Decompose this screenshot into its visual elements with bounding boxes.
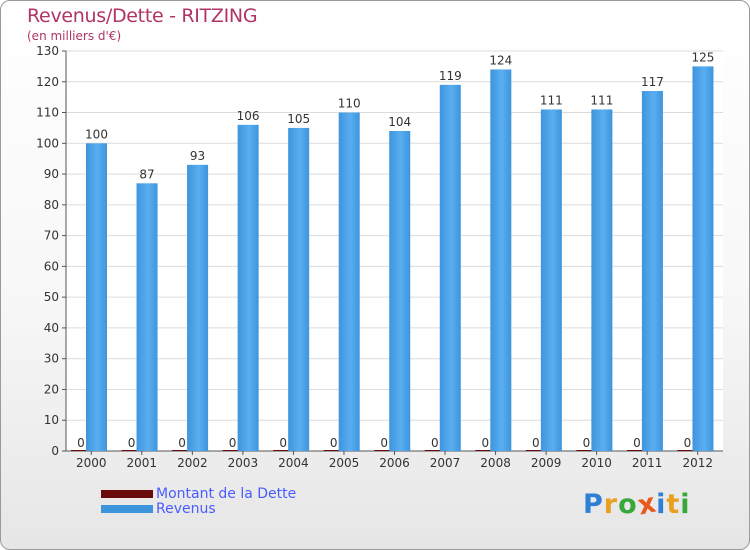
x-tick-label: 2000 [76, 456, 107, 470]
y-tick-label: 100 [36, 136, 59, 150]
y-tick-label: 40 [44, 321, 59, 335]
y-tick-label: 90 [44, 167, 59, 181]
y-tick-label: 80 [44, 198, 59, 212]
chart-subtitle: (en milliers d'€) [27, 29, 122, 43]
logo-letter: i [656, 489, 667, 520]
x-tick-label: 2003 [228, 456, 259, 470]
logo-letter: o [618, 489, 638, 520]
bar-revenus [86, 143, 107, 452]
bar-label-dette: 0 [279, 436, 287, 450]
bar-dette [525, 450, 546, 451]
y-tick-label: 130 [36, 44, 59, 58]
bar-label-revenus: 105 [287, 112, 310, 126]
bar-label-dette: 0 [633, 436, 641, 450]
bar-label-dette: 0 [532, 436, 540, 450]
bar-dette [71, 450, 91, 451]
bar-revenus [591, 109, 613, 451]
logo-letter: t [666, 489, 681, 520]
bar-dette [121, 450, 142, 451]
legend-swatch-revenus [101, 505, 153, 513]
bar-dette [273, 450, 294, 451]
bar-dette [626, 450, 647, 451]
bar-label-revenus: 111 [590, 93, 613, 107]
bar-label-dette: 0 [77, 436, 85, 450]
y-tick-label: 20 [44, 382, 59, 396]
x-tick-label: 2011 [632, 456, 663, 470]
bar-label-dette: 0 [431, 436, 439, 450]
x-tick-label: 2007 [430, 456, 461, 470]
logo-letter: r [603, 489, 619, 520]
proxiti-logo[interactable]: Proxiti [583, 487, 691, 521]
bar-label-dette: 0 [481, 436, 489, 450]
bar-label-revenus: 110 [338, 97, 361, 111]
y-tick-label: 110 [36, 106, 59, 120]
y-tick-label: 30 [44, 352, 59, 366]
x-tick-label: 2004 [278, 456, 309, 470]
bar-dette [172, 450, 193, 451]
logo-letter: i [680, 489, 691, 520]
bar-dette [323, 450, 344, 451]
y-tick-label: 60 [44, 259, 59, 273]
x-tick-label: 2009 [531, 456, 562, 470]
bar-revenus [439, 84, 461, 451]
bar-label-dette: 0 [229, 436, 237, 450]
bar-revenus [288, 127, 310, 451]
x-tick-label: 2012 [682, 456, 713, 470]
bar-revenus [490, 69, 512, 451]
bar-revenus [136, 183, 158, 452]
legend-label-revenus: Revenus [156, 501, 216, 517]
y-tick-label: 10 [44, 413, 59, 427]
bar-label-dette: 0 [380, 436, 388, 450]
chart-title: Revenus/Dette - RITZING [27, 5, 258, 27]
bar-label-dette: 0 [330, 436, 338, 450]
bar-label-dette: 0 [128, 436, 136, 450]
x-tick-label: 2010 [581, 456, 612, 470]
x-tick-label: 2006 [379, 456, 410, 470]
bar-revenus [187, 164, 209, 451]
bar-label-revenus: 93 [190, 149, 205, 163]
bar-label-revenus: 111 [540, 93, 563, 107]
x-tick-label: 2001 [127, 456, 158, 470]
bar-label-dette: 0 [583, 436, 591, 450]
bar-revenus [641, 91, 663, 451]
bar-dette [374, 450, 395, 451]
bar-label-revenus: 100 [85, 127, 108, 141]
bar-label-revenus: 87 [139, 167, 154, 181]
bar-label-dette: 0 [684, 436, 692, 450]
bar-dette [222, 450, 243, 451]
bar-revenus [237, 124, 259, 451]
bar-label-revenus: 119 [439, 69, 462, 83]
bar-label-revenus: 117 [641, 75, 664, 89]
x-tick-label: 2008 [480, 456, 511, 470]
x-tick-label: 2005 [329, 456, 360, 470]
bar-revenus [540, 109, 562, 451]
bar-label-revenus: 106 [237, 109, 260, 123]
bar-revenus [338, 112, 360, 452]
bar-dette [677, 450, 698, 451]
y-tick-label: 0 [51, 444, 59, 458]
legend-label-dette: Montant de la Dette [156, 486, 297, 502]
bar-revenus [389, 131, 411, 451]
legend-swatch-dette [101, 490, 153, 498]
y-tick-label: 70 [44, 229, 59, 243]
logo-letter: P [583, 489, 604, 520]
bar-dette [475, 450, 496, 451]
bar-revenus [692, 66, 714, 451]
y-tick-label: 120 [36, 75, 59, 89]
bar-label-revenus: 125 [692, 50, 715, 64]
bar-label-revenus: 124 [489, 53, 512, 67]
bar-dette [424, 450, 445, 451]
bar-label-dette: 0 [178, 436, 186, 450]
bar-label-revenus: 104 [388, 115, 411, 129]
y-tick-label: 50 [44, 290, 59, 304]
x-tick-label: 2002 [177, 456, 208, 470]
bar-dette [576, 450, 597, 451]
